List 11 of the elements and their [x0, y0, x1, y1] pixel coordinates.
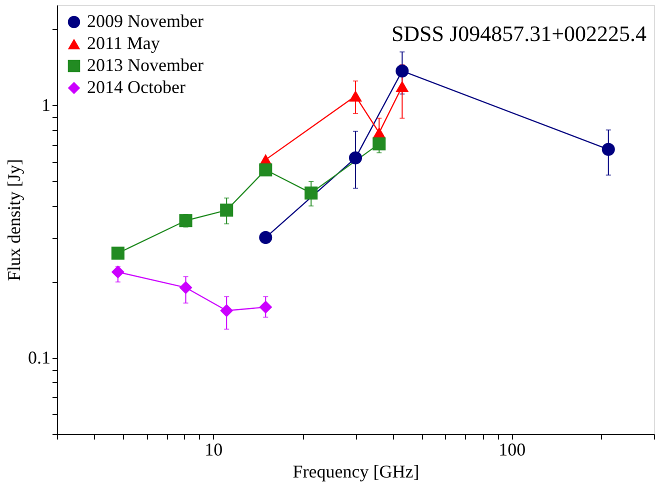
- y-tick-label: 1: [42, 94, 50, 115]
- legend-label: 2014 October: [87, 77, 186, 97]
- x-tick-label: 10: [204, 440, 223, 460]
- text: SDSS J094857.31+002225.4: [391, 21, 646, 46]
- y-axis-title: Flux density [Jy]: [4, 158, 24, 282]
- legend-label: 2011 May: [87, 33, 160, 53]
- x-axis-title: Frequency [GHz]: [292, 462, 420, 482]
- legend-label: 2009 November: [87, 11, 204, 31]
- y-tick-label: 0.1: [28, 347, 50, 368]
- legend-label: 2013 November: [87, 55, 204, 75]
- x-tick-label: 100: [498, 440, 526, 460]
